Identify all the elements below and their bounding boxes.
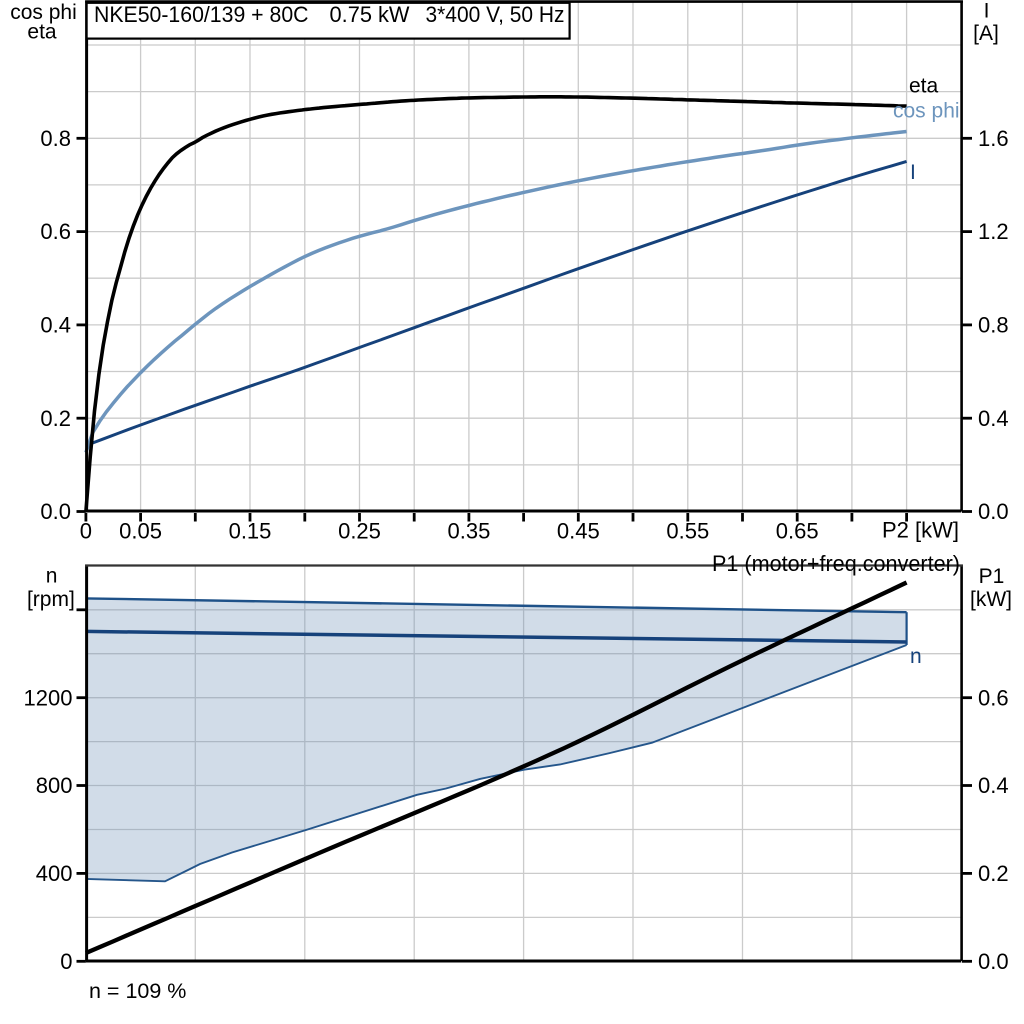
svg-text:3*400 V, 50 Hz: 3*400 V, 50 Hz (426, 2, 565, 27)
svg-text:cos phi: cos phi (10, 1, 77, 24)
svg-text:0.2: 0.2 (40, 406, 71, 431)
svg-text:n: n (46, 565, 58, 588)
svg-text:0.4: 0.4 (978, 406, 1009, 431)
svg-text:0.0: 0.0 (978, 499, 1009, 524)
svg-text:[kW]: [kW] (970, 588, 1012, 611)
svg-text:0.45: 0.45 (557, 519, 600, 544)
svg-text:P1 (motor+freq.converter): P1 (motor+freq.converter) (712, 551, 960, 576)
svg-text:0.55: 0.55 (666, 519, 709, 544)
svg-text:I: I (910, 161, 916, 184)
svg-text:cos phi: cos phi (893, 100, 960, 123)
svg-text:800: 800 (36, 773, 73, 798)
svg-text:P2 [kW]: P2 [kW] (882, 518, 959, 543)
svg-text:[A]: [A] (973, 22, 999, 45)
svg-text:0: 0 (60, 949, 72, 974)
svg-text:0.6: 0.6 (40, 219, 71, 244)
svg-text:0.8: 0.8 (40, 126, 71, 151)
svg-text:400: 400 (36, 861, 73, 886)
svg-text:0.0: 0.0 (40, 499, 71, 524)
svg-text:0.6: 0.6 (978, 685, 1009, 710)
svg-text:1200: 1200 (24, 685, 73, 710)
svg-text:0.65: 0.65 (776, 519, 819, 544)
svg-text:0.4: 0.4 (978, 773, 1009, 798)
svg-text:0.8: 0.8 (978, 313, 1009, 338)
svg-text:P1: P1 (979, 565, 1005, 588)
svg-text:1.6: 1.6 (978, 126, 1009, 151)
svg-text:0.0: 0.0 (978, 949, 1009, 974)
svg-text:n: n (910, 645, 922, 668)
svg-text:0.2: 0.2 (978, 861, 1009, 886)
svg-text:0.4: 0.4 (40, 313, 71, 338)
svg-text:1.2: 1.2 (978, 219, 1009, 244)
svg-text:eta: eta (27, 20, 57, 43)
svg-text:0.75 kW: 0.75 kW (330, 2, 410, 27)
svg-text:NKE50-160/139 + 80C: NKE50-160/139 + 80C (94, 2, 309, 27)
svg-text:0.05: 0.05 (119, 519, 162, 544)
svg-text:n = 109 %: n = 109 % (89, 979, 186, 1003)
svg-text:0: 0 (80, 519, 92, 544)
svg-text:I: I (984, 0, 990, 22)
svg-text:0.15: 0.15 (229, 519, 272, 544)
svg-text:0.35: 0.35 (447, 519, 490, 544)
svg-text:[rpm]: [rpm] (27, 588, 75, 611)
svg-text:0.25: 0.25 (338, 519, 381, 544)
svg-text:eta: eta (909, 75, 939, 98)
